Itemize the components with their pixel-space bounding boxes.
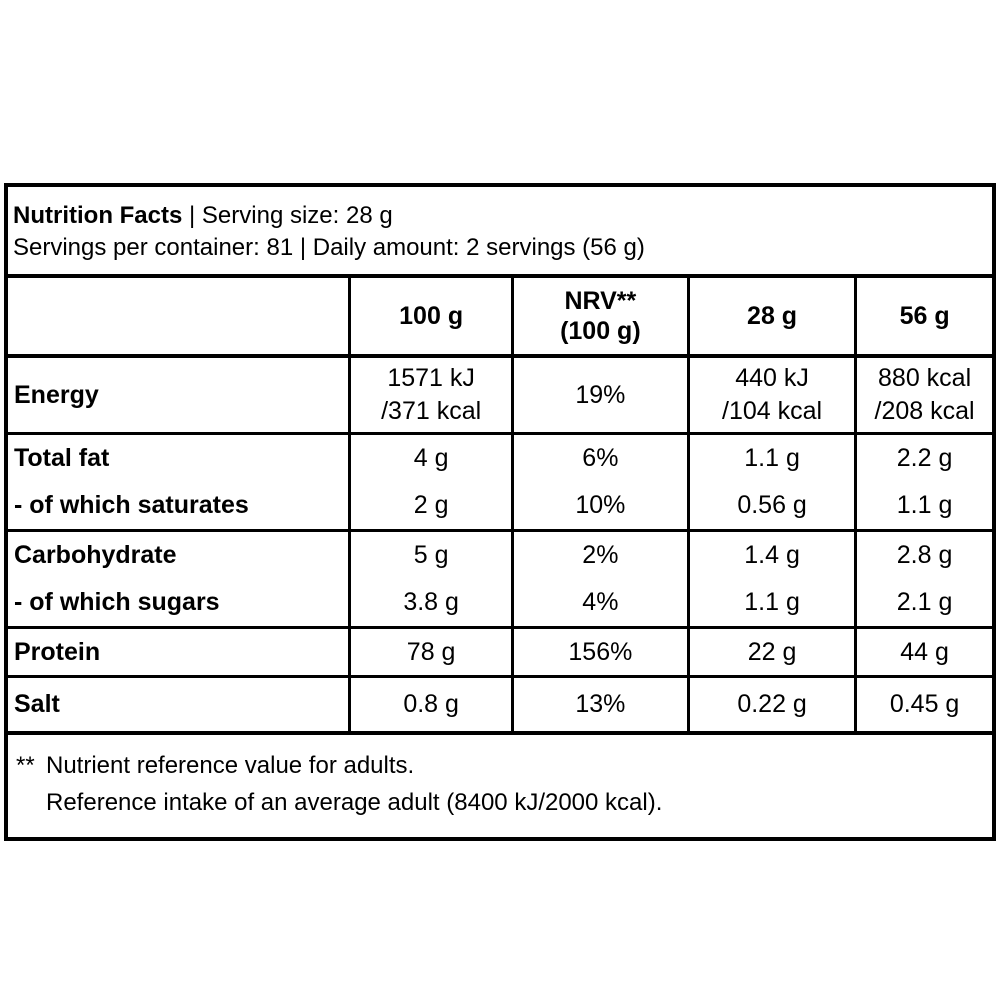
value-cell: 4 g <box>348 435 510 482</box>
nutrition-facts-title: Nutrition Facts <box>13 202 183 229</box>
nutrient-label: Salt <box>14 690 60 718</box>
value-cell: 5 g <box>348 532 510 579</box>
nutrition-facts-table: Nutrition Facts | Serving size: 28 g Ser… <box>4 183 996 841</box>
value-cell: 0.56 g <box>686 482 854 529</box>
nutrient-label: Total fat <box>14 444 110 472</box>
protein-group: Protein 78 g 156% 22 g 44 g <box>8 626 992 675</box>
footnote-line-2: Reference intake of an average adult (84… <box>46 789 663 816</box>
value-cell: 19% <box>510 358 687 432</box>
column-header-100g: 100 g <box>348 278 510 354</box>
value-cell: 4% <box>510 579 687 626</box>
value-cell: 1.1 g <box>686 435 854 482</box>
value-cell: 0.45 g <box>854 678 992 731</box>
table-row-sugars: - of which sugars 3.8 g 4% 1.1 g 2.1 g <box>8 579 992 626</box>
table-row-energy: Energy 1571 kJ /371 kcal 19% 440 kJ /104… <box>8 358 992 432</box>
fat-group: Total fat 4 g 6% 1.1 g 2.2 g - of which … <box>8 432 992 529</box>
nutrient-label: - of which saturates <box>14 491 249 519</box>
value-cell: 78 g <box>348 629 510 675</box>
title-line-1: Nutrition Facts | Serving size: 28 g <box>13 200 982 232</box>
footnote-text-1: Nutrient reference value for adults. <box>46 752 415 779</box>
value-cell: 1.4 g <box>686 532 854 579</box>
column-header-empty <box>8 278 348 354</box>
value-cell: 22 g <box>686 629 854 675</box>
value-cell: 0.22 g <box>686 678 854 731</box>
value-cell: 1.1 g <box>854 482 992 529</box>
table-row-salt: Salt 0.8 g 13% 0.22 g 0.45 g <box>8 678 992 731</box>
value-cell: 880 kcal /208 kcal <box>854 358 992 432</box>
value-cell: 10% <box>510 482 687 529</box>
table-row-carbohydrate: Carbohydrate 5 g 2% 1.4 g 2.8 g <box>8 532 992 579</box>
carbohydrate-group: Carbohydrate 5 g 2% 1.4 g 2.8 g - of whi… <box>8 529 992 626</box>
nutrient-label: Carbohydrate <box>14 541 177 569</box>
footnote-marker: ** <box>16 752 35 779</box>
footnote: ** Nutrient reference value for adults. R… <box>8 731 992 837</box>
column-header-nrv: NRV** (100 g) <box>510 278 687 354</box>
value-cell: 3.8 g <box>348 579 510 626</box>
column-header-56g: 56 g <box>854 278 992 354</box>
table-row-saturates: - of which saturates 2 g 10% 0.56 g 1.1 … <box>8 482 992 529</box>
table-row-protein: Protein 78 g 156% 22 g 44 g <box>8 629 992 675</box>
value-cell: 44 g <box>854 629 992 675</box>
nutrient-label: - of which sugars <box>14 588 220 616</box>
value-cell: 2% <box>510 532 687 579</box>
value-cell: 156% <box>510 629 687 675</box>
nutrient-label: Protein <box>14 637 101 666</box>
serving-size-text: | Serving size: 28 g <box>182 202 393 229</box>
value-cell: 2 g <box>348 482 510 529</box>
value-cell: 6% <box>510 435 687 482</box>
value-cell: 0.8 g <box>348 678 510 731</box>
value-cell: 440 kJ /104 kcal <box>686 358 854 432</box>
value-cell: 2.2 g <box>854 435 992 482</box>
value-cell: 2.1 g <box>854 579 992 626</box>
column-header-28g: 28 g <box>686 278 854 354</box>
column-header-row: 100 g NRV** (100 g) 28 g 56 g <box>8 278 992 354</box>
value-cell: 13% <box>510 678 687 731</box>
footnote-line-1: ** Nutrient reference value for adults. <box>16 747 980 784</box>
energy-group: Energy 1571 kJ /371 kcal 19% 440 kJ /104… <box>8 354 992 432</box>
table-title-block: Nutrition Facts | Serving size: 28 g Ser… <box>8 187 992 274</box>
value-cell: 1571 kJ /371 kcal <box>348 358 510 432</box>
column-header-section: 100 g NRV** (100 g) 28 g 56 g <box>8 274 992 354</box>
value-cell: 2.8 g <box>854 532 992 579</box>
value-cell: 1.1 g <box>686 579 854 626</box>
nutrient-label: Energy <box>14 380 99 409</box>
table-row-total-fat: Total fat 4 g 6% 1.1 g 2.2 g <box>8 435 992 482</box>
title-line-2: Servings per container: 81 | Daily amoun… <box>13 234 645 261</box>
salt-group: Salt 0.8 g 13% 0.22 g 0.45 g <box>8 675 992 731</box>
